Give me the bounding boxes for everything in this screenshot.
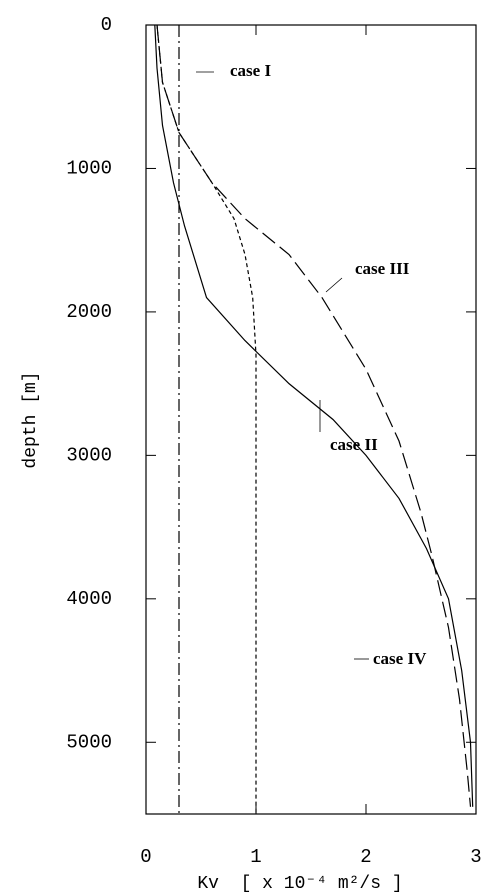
annotation: case I — [230, 61, 271, 80]
y-tick-label: 0 — [101, 14, 112, 36]
annotation-leader — [325, 277, 343, 293]
y-tick-label: 3000 — [66, 444, 112, 466]
x-tick-label: 0 — [140, 846, 151, 868]
x-tick-label: 2 — [360, 846, 371, 868]
y-tick-label: 2000 — [66, 301, 112, 323]
annotation: case IV — [373, 649, 427, 668]
curve — [154, 24, 474, 807]
x-tick-label: 1 — [250, 846, 261, 868]
annotation: case II — [330, 435, 378, 454]
x-tick-label: 3 — [470, 846, 481, 868]
y-tick-label: 4000 — [66, 588, 112, 610]
curve — [156, 24, 257, 814]
annotation: case III — [355, 259, 410, 278]
y-tick-label: 1000 — [66, 157, 112, 179]
curve — [156, 24, 472, 807]
y-axis-label: depth [m] — [21, 371, 41, 468]
x-axis-label: Kv [ x 10⁻⁴ m²/s ] — [197, 874, 402, 894]
plot-frame — [145, 24, 477, 815]
y-tick-label: 5000 — [66, 731, 112, 753]
